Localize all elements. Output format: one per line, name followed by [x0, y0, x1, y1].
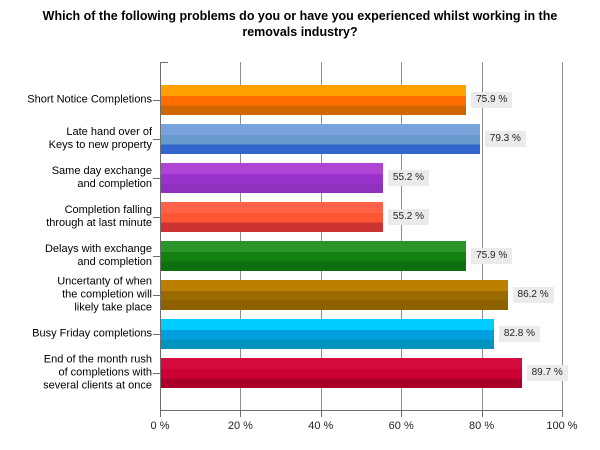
x-axis-tick — [320, 410, 322, 417]
gridline-40% — [320, 62, 322, 410]
bar-value-label: 55.2 % — [387, 209, 430, 225]
bar-value-label: 75.9 % — [471, 92, 513, 108]
bar — [161, 85, 467, 115]
x-axis-tick-label: 80 % — [469, 420, 495, 432]
gridline-80% — [481, 62, 483, 410]
bar — [161, 163, 383, 193]
category-label: Late hand over of Keys to new property — [48, 126, 152, 151]
category-label: Short Notice Completions — [27, 93, 152, 106]
plot-area: 75.9 % 79.3 % 55.2 % 55.2 % 75.9 % 86.2 % 82.8… — [160, 62, 568, 411]
gridline-100% — [562, 62, 563, 410]
y-axis-tick — [153, 178, 160, 179]
bar-value-label: 55.2 % — [387, 170, 430, 186]
category-label: Busy Friday completions — [32, 327, 152, 340]
y-axis-tick — [153, 334, 160, 335]
bar — [161, 124, 480, 154]
x-axis-tick — [401, 410, 403, 417]
bar-value-label: 82.8 % — [498, 326, 540, 342]
y-axis-top-tick — [161, 62, 168, 63]
x-axis-tick-label: 0 % — [150, 420, 170, 432]
y-axis-tick — [153, 139, 160, 140]
bar — [161, 319, 494, 349]
bar-value-label: 79.3 % — [484, 131, 526, 147]
x-axis-tick — [562, 410, 563, 417]
y-axis-tick — [153, 256, 160, 257]
x-axis-tick — [160, 410, 161, 417]
gridline-60% — [401, 62, 403, 410]
category-label: Same day exchange and completion — [51, 165, 152, 190]
gridline-20% — [240, 62, 242, 410]
y-axis-tick — [153, 100, 160, 101]
category-label: Completion falling through at last minut… — [46, 204, 152, 229]
bar-value-label: 75.9 % — [471, 248, 513, 264]
x-axis-tick — [481, 410, 483, 417]
y-axis-tick — [153, 217, 160, 218]
bar-value-label: 89.7 % — [526, 365, 568, 381]
x-axis-tick-label: 20 % — [227, 420, 253, 432]
bar — [161, 280, 508, 310]
bar — [161, 241, 467, 271]
category-label: Delays with exchange and completion — [44, 243, 152, 268]
y-axis-tick — [153, 373, 160, 374]
bar-value-label: 86.2 % — [512, 287, 554, 303]
category-label: Uncertanty of when the completion will l… — [57, 275, 152, 314]
chart-title: Which of the following problems do you o… — [42, 9, 558, 39]
bar — [161, 202, 383, 232]
bar — [161, 358, 522, 388]
x-axis-tick-label: 100 % — [546, 420, 578, 432]
x-axis-tick — [240, 410, 242, 417]
y-axis-tick — [153, 295, 160, 296]
category-label: End of the month rush of completions wit… — [43, 353, 152, 392]
x-axis-tick-label: 60 % — [388, 420, 414, 432]
x-axis-tick-label: 40 % — [308, 420, 334, 432]
